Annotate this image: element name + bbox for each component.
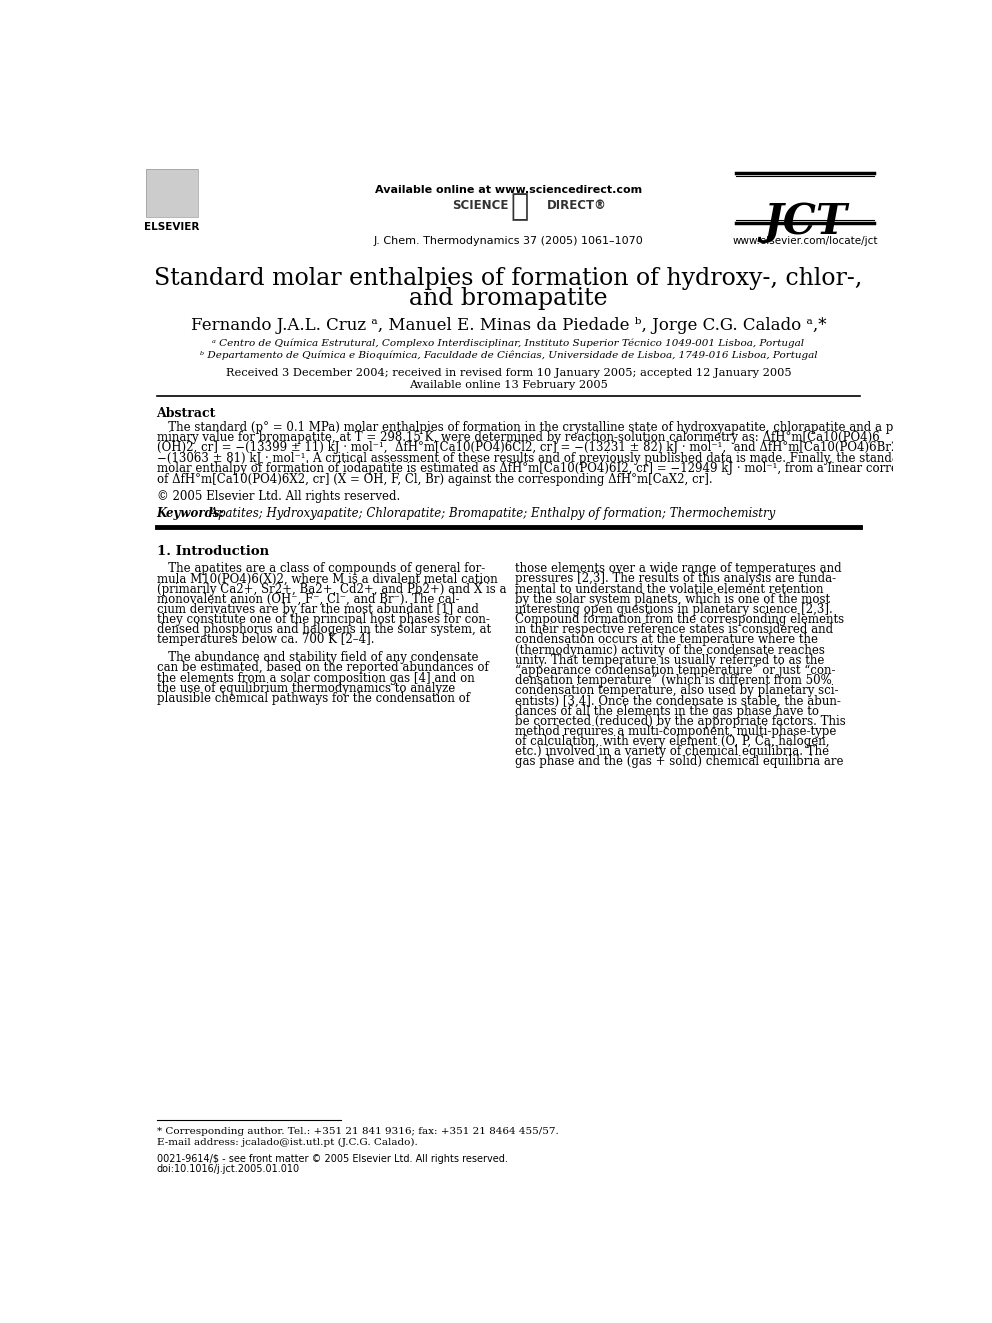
Text: © 2005 Elsevier Ltd. All rights reserved.: © 2005 Elsevier Ltd. All rights reserved…	[157, 490, 400, 503]
Text: (thermodynamic) activity of the condensate reaches: (thermodynamic) activity of the condensa…	[516, 643, 825, 656]
Text: www.elsevier.com/locate/jct: www.elsevier.com/locate/jct	[732, 235, 878, 246]
Text: of ΔfH°m[Ca10(PO4)6X2, cr] (X = OH, F, Cl, Br) against the corresponding ΔfH°m[C: of ΔfH°m[Ca10(PO4)6X2, cr] (X = OH, F, C…	[157, 472, 712, 486]
Text: and bromapatite: and bromapatite	[409, 287, 608, 310]
Text: condensation temperature, also used by planetary sci-: condensation temperature, also used by p…	[516, 684, 839, 697]
Text: cium derivatives are by far the most abundant [1] and: cium derivatives are by far the most abu…	[157, 603, 478, 617]
Text: 0021-9614/$ - see front matter © 2005 Elsevier Ltd. All rights reserved.: 0021-9614/$ - see front matter © 2005 El…	[157, 1154, 508, 1164]
Text: of calculation, with every element (O, P, Ca, halogen,: of calculation, with every element (O, P…	[516, 736, 830, 747]
Text: Received 3 December 2004; received in revised form 10 January 2005; accepted 12 : Received 3 December 2004; received in re…	[225, 368, 792, 378]
Text: be corrected (reduced) by the appropriate factors. This: be corrected (reduced) by the appropriat…	[516, 714, 846, 728]
Text: J. Chem. Thermodynamics 37 (2005) 1061–1070: J. Chem. Thermodynamics 37 (2005) 1061–1…	[374, 235, 643, 246]
Text: plausible chemical pathways for the condensation of: plausible chemical pathways for the cond…	[157, 692, 469, 705]
Text: Available online 13 February 2005: Available online 13 February 2005	[409, 380, 608, 390]
Text: by the solar system planets, which is one of the most: by the solar system planets, which is on…	[516, 593, 830, 606]
Text: interesting open questions in planetary science [2,3].: interesting open questions in planetary …	[516, 603, 833, 617]
Text: “appearance condensation temperature” or just “con-: “appearance condensation temperature” or…	[516, 664, 836, 677]
Text: SCIENCE: SCIENCE	[452, 198, 509, 212]
Text: (OH)2, cr] = −(13399 ± 11) kJ · mol⁻¹,  ΔfH°m[Ca10(PO4)6Cl2, cr] = −(13231 ± 82): (OH)2, cr] = −(13399 ± 11) kJ · mol⁻¹, Δ…	[157, 442, 935, 454]
Text: minary value for bromapatite, at T = 298.15 K, were determined by reaction-solut: minary value for bromapatite, at T = 298…	[157, 431, 879, 445]
Text: ⓐ: ⓐ	[511, 193, 529, 222]
Text: unity. That temperature is usually referred to as the: unity. That temperature is usually refer…	[516, 654, 824, 667]
Text: densation temperature” (which is different from 50%: densation temperature” (which is differe…	[516, 673, 832, 687]
Text: E-mail address: jcalado@ist.utl.pt (J.C.G. Calado).: E-mail address: jcalado@ist.utl.pt (J.C.…	[157, 1138, 418, 1147]
Text: JCT: JCT	[763, 201, 847, 243]
Text: −(13063 ± 81) kJ · mol⁻¹. A critical assessment of these results and of previous: −(13063 ± 81) kJ · mol⁻¹. A critical ass…	[157, 451, 912, 464]
Text: (primarily Ca2+, Sr2+, Ba2+, Cd2+, and Pb2+) and X is a: (primarily Ca2+, Sr2+, Ba2+, Cd2+, and P…	[157, 582, 506, 595]
Text: The apatites are a class of compounds of general for-: The apatites are a class of compounds of…	[157, 562, 485, 576]
Text: Compound formation from the corresponding elements: Compound formation from the correspondin…	[516, 613, 844, 626]
Text: Abstract: Abstract	[157, 407, 216, 421]
Text: the use of equilibrium thermodynamics to analyze: the use of equilibrium thermodynamics to…	[157, 681, 454, 695]
Text: 1. Introduction: 1. Introduction	[157, 545, 269, 558]
Text: monovalent anion (OH⁻, F⁻, Cl⁻, and Br⁻). The cal-: monovalent anion (OH⁻, F⁻, Cl⁻, and Br⁻)…	[157, 593, 459, 606]
Text: Keywords:: Keywords:	[157, 507, 224, 520]
Text: Standard molar enthalpies of formation of hydroxy-, chlor-,: Standard molar enthalpies of formation o…	[154, 266, 863, 290]
Text: in their respective reference states is considered and: in their respective reference states is …	[516, 623, 833, 636]
Text: can be estimated, based on the reported abundances of: can be estimated, based on the reported …	[157, 662, 488, 675]
Text: etc.) involved in a variety of chemical equilibria. The: etc.) involved in a variety of chemical …	[516, 745, 829, 758]
Bar	[146, 169, 198, 217]
Text: those elements over a wide range of temperatures and: those elements over a wide range of temp…	[516, 562, 842, 576]
Text: The standard (p° = 0.1 MPa) molar enthalpies of formation in the crystalline sta: The standard (p° = 0.1 MPa) molar enthal…	[157, 421, 917, 434]
Text: Fernando J.A.L. Cruz ᵃ, Manuel E. Minas da Piedade ᵇ, Jorge C.G. Calado ᵃ,*: Fernando J.A.L. Cruz ᵃ, Manuel E. Minas …	[190, 316, 826, 333]
Text: mental to understand the volatile element retention: mental to understand the volatile elemen…	[516, 582, 824, 595]
Text: ELSEVIER: ELSEVIER	[145, 222, 199, 232]
Text: gas phase and the (gas + solid) chemical equilibria are: gas phase and the (gas + solid) chemical…	[516, 755, 844, 769]
Text: densed phosphorus and halogens in the solar system, at: densed phosphorus and halogens in the so…	[157, 623, 491, 636]
Text: mula M10(PO4)6(X)2, where M is a divalent metal cation: mula M10(PO4)6(X)2, where M is a divalen…	[157, 573, 497, 585]
Text: the elements from a solar composition gas [4] and on: the elements from a solar composition ga…	[157, 672, 474, 684]
Text: dances of all the elements in the gas phase have to: dances of all the elements in the gas ph…	[516, 705, 819, 717]
Text: they constitute one of the principal host phases for con-: they constitute one of the principal hos…	[157, 613, 489, 626]
Text: molar enthalpy of formation of iodapatite is estimated as ΔfH°m[Ca10(PO4)6I2, cr: molar enthalpy of formation of iodapatit…	[157, 462, 931, 475]
Bar	[146, 169, 198, 217]
Text: doi:10.1016/j.jct.2005.01.010: doi:10.1016/j.jct.2005.01.010	[157, 1164, 300, 1175]
Text: condensation occurs at the temperature where the: condensation occurs at the temperature w…	[516, 634, 818, 647]
Text: Available online at www.sciencedirect.com: Available online at www.sciencedirect.co…	[375, 185, 642, 194]
Text: Apatites; Hydroxyapatite; Chlorapatite; Bromapatite; Enthalpy of formation; Ther: Apatites; Hydroxyapatite; Chlorapatite; …	[201, 507, 775, 520]
Text: * Corresponding author. Tel.: +351 21 841 9316; fax: +351 21 8464 455/57.: * Corresponding author. Tel.: +351 21 84…	[157, 1127, 558, 1136]
Text: ᵃ Centro de Química Estrutural, Complexo Interdisciplinar, Instituto Superior Té: ᵃ Centro de Química Estrutural, Complexo…	[212, 339, 805, 348]
Text: entists) [3,4]. Once the condensate is stable, the abun-: entists) [3,4]. Once the condensate is s…	[516, 695, 841, 708]
Text: temperatures below ca. 700 K [2–4].: temperatures below ca. 700 K [2–4].	[157, 634, 374, 647]
Text: pressures [2,3]. The results of this analysis are funda-: pressures [2,3]. The results of this ana…	[516, 573, 836, 585]
Text: The abundance and stability field of any condensate: The abundance and stability field of any…	[157, 651, 478, 664]
Text: DIRECT®: DIRECT®	[547, 198, 606, 212]
Text: ᵇ Departamento de Química e Bioquímica, Faculdade de Ciências, Universidade de L: ᵇ Departamento de Química e Bioquímica, …	[199, 351, 817, 360]
Text: method requires a multi-component, multi-phase-type: method requires a multi-component, multi…	[516, 725, 836, 738]
